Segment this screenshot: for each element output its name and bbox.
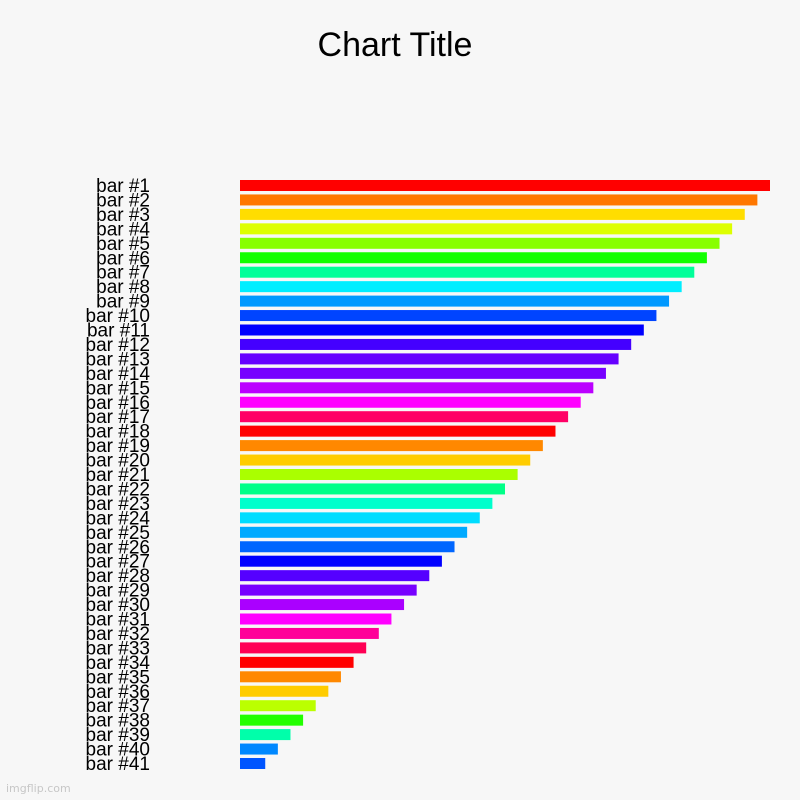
category-label-8: bar #8 bbox=[96, 277, 150, 298]
bar-11 bbox=[240, 324, 644, 336]
category-label-33: bar #33 bbox=[86, 638, 150, 659]
category-label-13: bar #13 bbox=[86, 349, 150, 370]
bar-4 bbox=[240, 223, 733, 235]
bar-7 bbox=[240, 266, 695, 278]
bar-14 bbox=[240, 367, 606, 379]
bar-18 bbox=[240, 425, 556, 437]
bar-34 bbox=[240, 656, 354, 668]
category-label-11: bar #11 bbox=[87, 321, 150, 342]
bar-19 bbox=[240, 440, 543, 452]
bar-30 bbox=[240, 599, 405, 611]
category-label-9: bar #9 bbox=[96, 292, 150, 313]
imgflip-watermark: imgflip.com bbox=[6, 782, 71, 795]
bar-40 bbox=[240, 743, 278, 755]
bar-29 bbox=[240, 584, 417, 596]
category-label-37: bar #37 bbox=[86, 696, 150, 717]
bar-8 bbox=[240, 281, 682, 293]
bar-35 bbox=[240, 671, 341, 683]
bar-12 bbox=[240, 338, 632, 350]
category-label-22: bar #22 bbox=[86, 479, 150, 500]
bar-24 bbox=[240, 512, 480, 524]
category-label-5: bar #5 bbox=[96, 234, 150, 255]
category-label-6: bar #6 bbox=[96, 248, 150, 269]
category-label-16: bar #16 bbox=[86, 393, 150, 414]
bar-31 bbox=[240, 613, 392, 625]
bar-23 bbox=[240, 497, 493, 509]
bar-32 bbox=[240, 627, 379, 639]
category-label-28: bar #28 bbox=[86, 566, 150, 587]
category-label-29: bar #29 bbox=[86, 581, 150, 602]
category-label-24: bar #24 bbox=[86, 508, 151, 529]
bar-16 bbox=[240, 396, 581, 408]
bar-6 bbox=[240, 252, 707, 264]
bar-37 bbox=[240, 700, 316, 712]
category-label-21: bar #21 bbox=[86, 465, 150, 486]
category-label-4: bar #4 bbox=[96, 219, 150, 240]
bar-33 bbox=[240, 642, 367, 654]
category-label-30: bar #30 bbox=[86, 595, 150, 616]
category-label-38: bar #38 bbox=[86, 711, 150, 732]
category-label-10: bar #10 bbox=[86, 306, 150, 327]
category-label-40: bar #40 bbox=[86, 740, 150, 761]
bar-9 bbox=[240, 295, 670, 307]
bar-27 bbox=[240, 555, 442, 567]
category-label-32: bar #32 bbox=[86, 624, 150, 645]
category-label-35: bar #35 bbox=[86, 667, 150, 688]
bar-39 bbox=[240, 729, 291, 741]
category-label-17: bar #17 bbox=[86, 407, 150, 428]
bar-28 bbox=[240, 570, 430, 582]
bar-26 bbox=[240, 541, 455, 553]
bar-1 bbox=[240, 180, 770, 191]
bar-41 bbox=[240, 758, 266, 769]
category-label-41: bar #41 bbox=[86, 754, 150, 775]
bar-38 bbox=[240, 714, 304, 726]
bar-10 bbox=[240, 310, 657, 322]
category-label-3: bar #3 bbox=[96, 205, 150, 226]
category-label-7: bar #7 bbox=[96, 263, 150, 284]
category-label-27: bar #27 bbox=[86, 552, 150, 573]
category-label-18: bar #18 bbox=[86, 422, 150, 443]
category-label-20: bar #20 bbox=[86, 451, 150, 472]
category-label-23: bar #23 bbox=[86, 494, 150, 515]
bar-36 bbox=[240, 685, 329, 697]
bar-25 bbox=[240, 526, 468, 538]
bar-5 bbox=[240, 237, 720, 249]
chart-title: Chart Title bbox=[317, 26, 473, 64]
category-label-26: bar #26 bbox=[86, 537, 150, 558]
bar-2 bbox=[240, 194, 758, 206]
category-label-25: bar #25 bbox=[86, 523, 150, 544]
bar-3 bbox=[240, 208, 745, 220]
bar-22 bbox=[240, 483, 505, 495]
category-label-14: bar #14 bbox=[86, 364, 151, 385]
category-label-34: bar #34 bbox=[86, 653, 151, 674]
category-label-36: bar #36 bbox=[86, 682, 150, 703]
category-label-39: bar #39 bbox=[86, 725, 150, 746]
category-label-19: bar #19 bbox=[86, 436, 150, 457]
bar-20 bbox=[240, 454, 531, 466]
category-label-1: bar #1 bbox=[96, 176, 150, 197]
category-label-31: bar #31 bbox=[86, 610, 150, 631]
bar-13 bbox=[240, 353, 619, 365]
bar-21 bbox=[240, 469, 518, 480]
category-label-12: bar #12 bbox=[86, 335, 150, 356]
category-label-2: bar #2 bbox=[96, 190, 150, 211]
bar-17 bbox=[240, 411, 569, 423]
bar-15 bbox=[240, 382, 594, 394]
category-label-15: bar #15 bbox=[86, 378, 150, 399]
